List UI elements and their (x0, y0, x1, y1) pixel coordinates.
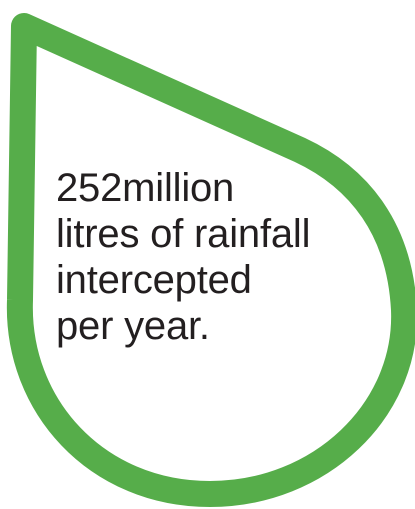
statement-line-4: per year. (56, 304, 210, 348)
statement-line-3: intercepted (56, 258, 252, 302)
droplet-outline (6, 13, 415, 507)
statement-line-2: litres of rainfall (56, 212, 311, 256)
rainfall-statement: 252million litres of rainfall intercepte… (56, 165, 376, 349)
statement-line-1: 252million (56, 166, 235, 210)
